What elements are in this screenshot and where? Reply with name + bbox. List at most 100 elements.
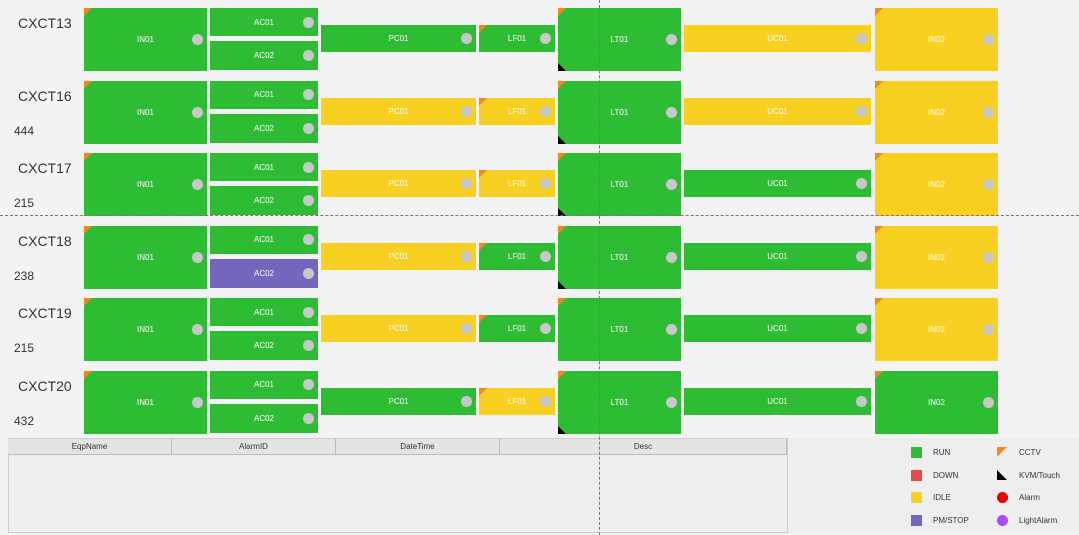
cctv-flag [558, 225, 566, 234]
cctv-flag [479, 387, 487, 396]
status-dot [303, 161, 314, 173]
line-name: CXCT16 [18, 87, 72, 104]
status-dot [983, 179, 994, 190]
column-header: EqpName [8, 439, 172, 455]
equipment: LT01 [558, 80, 681, 144]
column-header: AlarmID [172, 439, 336, 455]
status-dot [856, 178, 867, 189]
status-dot [983, 34, 994, 45]
equipment: IN02 [875, 370, 998, 434]
status-dot [461, 250, 472, 262]
legend-symbol [997, 514, 1008, 526]
status-dot [856, 105, 867, 117]
cctv-flag [875, 80, 883, 89]
equipment: AC01 [210, 370, 318, 399]
cctv-flag [875, 298, 883, 306]
cctv-flag [84, 8, 92, 16]
equipment: AC02 [210, 186, 318, 215]
equipment: UC01 [684, 387, 871, 415]
divider [0, 215, 1079, 216]
status-dot [540, 323, 551, 334]
status-dot [192, 396, 203, 408]
equipment-label: PC01 [388, 179, 409, 188]
equipment: PC01 [321, 97, 476, 125]
status-dot [303, 340, 314, 351]
status-dot [303, 16, 314, 28]
equipment-label: UC01 [767, 251, 788, 261]
equipment: UC01 [684, 242, 871, 270]
equipment: IN01 [84, 298, 207, 361]
equipment: AC01 [210, 80, 318, 109]
equipment: LF01 [479, 315, 555, 342]
equipment: UC01 [684, 170, 871, 197]
legend-panel [788, 438, 1079, 533]
legend-label: PM/STOP [933, 515, 969, 525]
equipment: LT01 [558, 298, 681, 361]
equipment-label: LF01 [507, 34, 527, 43]
equipment-label: IN01 [137, 325, 154, 334]
cctv-flag [875, 225, 883, 234]
equipment: AC02 [210, 113, 318, 143]
status-dot [666, 251, 677, 263]
status-dot [540, 178, 551, 189]
equipment: AC02 [210, 41, 318, 70]
status-dot [540, 105, 551, 117]
equipment-label: PC01 [388, 324, 409, 333]
status-dot [856, 395, 867, 407]
equipment: IN02 [875, 298, 998, 361]
column-header: Desc [500, 439, 787, 455]
equipment-label: IN02 [928, 397, 945, 407]
kvm-flag [558, 135, 566, 144]
cctv-flag [479, 242, 487, 251]
equipment: IN02 [875, 80, 998, 144]
line-name: CXCT18 [18, 232, 72, 249]
equipment: PC01 [321, 387, 476, 415]
status-dot [461, 323, 472, 334]
status-dot [540, 250, 551, 262]
legend-symbol [997, 492, 1008, 503]
equipment-label: LF01 [507, 396, 527, 406]
equipment-label: IN02 [928, 107, 945, 117]
legend-label: DOWN [933, 470, 959, 480]
equipment-label: AC02 [253, 268, 274, 278]
line-name: CXCT20 [18, 377, 72, 394]
cctv-flag [558, 370, 566, 379]
legend-label: IDLE [933, 493, 951, 502]
equipment-label: AC01 [253, 307, 274, 317]
equipment-label: IN01 [137, 180, 154, 189]
legend-symbol [911, 514, 922, 526]
equipment: AC01 [210, 8, 318, 36]
equipment-label: LT01 [610, 252, 629, 262]
status-dot [303, 195, 314, 206]
legend-symbol [911, 447, 922, 458]
equipment-label: UC01 [767, 106, 788, 116]
cctv-flag [479, 25, 487, 33]
status-dot [983, 396, 994, 408]
status-dot [192, 251, 203, 263]
equipment: PC01 [321, 25, 476, 52]
cctv-flag [558, 8, 566, 16]
equipment: LF01 [479, 97, 555, 125]
line-name: CXCT13 [18, 15, 72, 31]
equipment-label: PC01 [388, 106, 409, 116]
equipment-label: IN01 [137, 397, 154, 407]
cctv-flag [84, 298, 92, 306]
line-name: CXCT17 [18, 160, 72, 176]
equipment: LF01 [479, 387, 555, 415]
equipment-label: UC01 [767, 324, 788, 333]
equipment: AC02 [210, 403, 318, 433]
equipment: LF01 [479, 25, 555, 52]
equipment-label: PC01 [388, 34, 409, 43]
equipment: PC01 [321, 315, 476, 342]
column-header: DateTime [336, 439, 500, 455]
equipment-label: LF01 [507, 179, 527, 188]
equipment-label: LT01 [610, 180, 629, 189]
equipment-label: UC01 [767, 34, 788, 43]
equipment: LT01 [558, 225, 681, 289]
cctv-flag [558, 153, 566, 161]
status-dot [303, 89, 314, 100]
status-dot [666, 34, 677, 45]
equipment: LF01 [479, 242, 555, 270]
cctv-flag [84, 225, 92, 234]
equipment: IN01 [84, 225, 207, 289]
